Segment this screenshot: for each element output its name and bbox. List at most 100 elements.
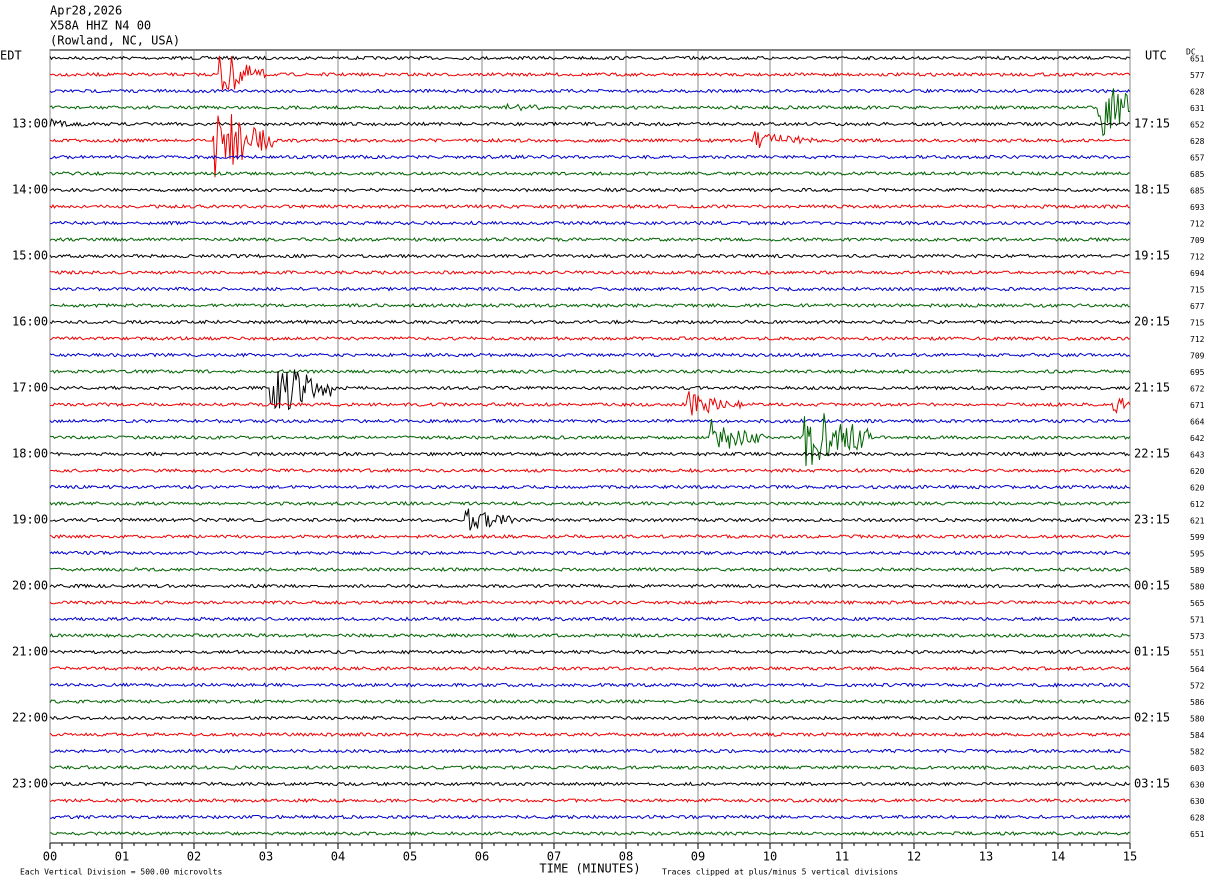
trace bbox=[49, 413, 1131, 467]
trace bbox=[49, 114, 1131, 178]
dc-value: 664 bbox=[1190, 418, 1205, 427]
trace bbox=[49, 797, 1131, 804]
dc-value: 630 bbox=[1190, 781, 1205, 790]
dc-value: 657 bbox=[1190, 154, 1205, 163]
right-time-label: 19:15 bbox=[1134, 249, 1170, 263]
dc-value: 580 bbox=[1190, 715, 1205, 724]
dc-value: 652 bbox=[1190, 121, 1205, 130]
trace bbox=[49, 88, 1131, 94]
plot-frame bbox=[49, 49, 1131, 844]
trace bbox=[49, 451, 1131, 457]
right-time-label: 22:15 bbox=[1134, 447, 1170, 461]
trace bbox=[49, 748, 1131, 754]
x-tick-label: 01 bbox=[115, 850, 129, 864]
dc-value: 595 bbox=[1190, 550, 1205, 559]
dc-value: 620 bbox=[1190, 484, 1205, 493]
trace bbox=[49, 599, 1131, 606]
trace bbox=[49, 88, 1130, 137]
x-tick-label: 13 bbox=[979, 850, 993, 864]
left-time-label: 18:00 bbox=[12, 447, 48, 461]
dc-value: 628 bbox=[1190, 88, 1205, 97]
x-tick-label: 06 bbox=[475, 850, 489, 864]
x-tick-label: 04 bbox=[331, 850, 345, 864]
left-time-label: 17:00 bbox=[12, 381, 48, 395]
trace bbox=[49, 764, 1131, 771]
x-tick-label: 08 bbox=[619, 850, 633, 864]
trace bbox=[49, 484, 1131, 490]
x-tick-label: 11 bbox=[835, 850, 849, 864]
x-tick-label: 15 bbox=[1123, 850, 1137, 864]
x-tick-label: 03 bbox=[259, 850, 273, 864]
trace bbox=[49, 203, 1131, 210]
right-time-label: 01:15 bbox=[1134, 645, 1170, 659]
dc-value: 642 bbox=[1190, 434, 1205, 443]
dc-value: 715 bbox=[1190, 319, 1205, 328]
trace bbox=[49, 335, 1131, 342]
dc-value: 712 bbox=[1190, 253, 1205, 262]
left-time-label: 23:00 bbox=[12, 777, 48, 791]
trace bbox=[49, 55, 1131, 61]
dc-value: 693 bbox=[1190, 203, 1205, 212]
dc-value: 565 bbox=[1190, 599, 1205, 608]
dc-label: DC bbox=[1186, 48, 1196, 57]
right-time-label: 23:15 bbox=[1134, 513, 1170, 527]
dc-value: 551 bbox=[1190, 649, 1205, 658]
dc-value: 715 bbox=[1190, 286, 1205, 295]
left-time-label: 20:00 bbox=[12, 579, 48, 593]
trace bbox=[49, 352, 1131, 358]
left-zone: EDT bbox=[0, 49, 22, 63]
trace bbox=[49, 302, 1131, 309]
trace bbox=[49, 665, 1131, 672]
dc-value: 628 bbox=[1190, 137, 1205, 146]
header-location: (Rowland, NC, USA) bbox=[50, 34, 180, 48]
right-time-label: 02:15 bbox=[1134, 711, 1170, 725]
x-tick-label: 00 bbox=[43, 850, 57, 864]
dc-value: 612 bbox=[1190, 500, 1205, 509]
dc-value: 620 bbox=[1190, 467, 1205, 476]
left-time-label: 13:00 bbox=[12, 117, 48, 131]
trace bbox=[49, 170, 1131, 177]
trace bbox=[49, 55, 1131, 91]
x-tick-label: 09 bbox=[691, 850, 705, 864]
dc-value: 709 bbox=[1190, 352, 1205, 361]
dc-value: 712 bbox=[1190, 335, 1205, 344]
footer-right: Traces clipped at plus/minus 5 vertical … bbox=[662, 868, 898, 877]
dc-value: 685 bbox=[1190, 187, 1205, 196]
trace bbox=[49, 467, 1131, 474]
x-axis-label: TIME (MINUTES) bbox=[539, 862, 640, 876]
dc-value: 603 bbox=[1190, 764, 1205, 773]
dc-value: 712 bbox=[1190, 220, 1205, 229]
dc-value: 694 bbox=[1190, 269, 1205, 278]
trace bbox=[49, 508, 1131, 531]
left-time-label: 14:00 bbox=[12, 183, 48, 197]
dc-value: 672 bbox=[1190, 385, 1205, 394]
dc-value: 584 bbox=[1190, 731, 1205, 740]
trace bbox=[49, 319, 1131, 325]
trace bbox=[49, 731, 1131, 738]
dc-value: 580 bbox=[1190, 583, 1205, 592]
dc-value: 628 bbox=[1190, 814, 1205, 823]
dc-value: 631 bbox=[1190, 104, 1205, 113]
trace bbox=[49, 118, 1131, 128]
x-tick-label: 07 bbox=[547, 850, 561, 864]
left-time-label: 22:00 bbox=[12, 711, 48, 725]
trace bbox=[49, 533, 1131, 540]
dc-value: 599 bbox=[1190, 533, 1205, 542]
left-time-label: 19:00 bbox=[12, 513, 48, 527]
trace bbox=[49, 583, 1131, 589]
trace bbox=[49, 715, 1131, 721]
left-time-label: 16:00 bbox=[12, 315, 48, 329]
right-time-label: 20:15 bbox=[1134, 315, 1170, 329]
right-time-label: 18:15 bbox=[1134, 183, 1170, 197]
trace bbox=[49, 616, 1131, 622]
dc-value: 577 bbox=[1190, 71, 1205, 80]
dc-value: 621 bbox=[1190, 517, 1205, 526]
dc-value: 630 bbox=[1190, 797, 1205, 806]
dc-value: 564 bbox=[1190, 665, 1205, 674]
trace bbox=[49, 550, 1131, 556]
header-date: Apr28,2026 bbox=[50, 4, 122, 18]
trace bbox=[49, 830, 1131, 837]
trace bbox=[49, 418, 1131, 424]
trace bbox=[50, 220, 1131, 226]
